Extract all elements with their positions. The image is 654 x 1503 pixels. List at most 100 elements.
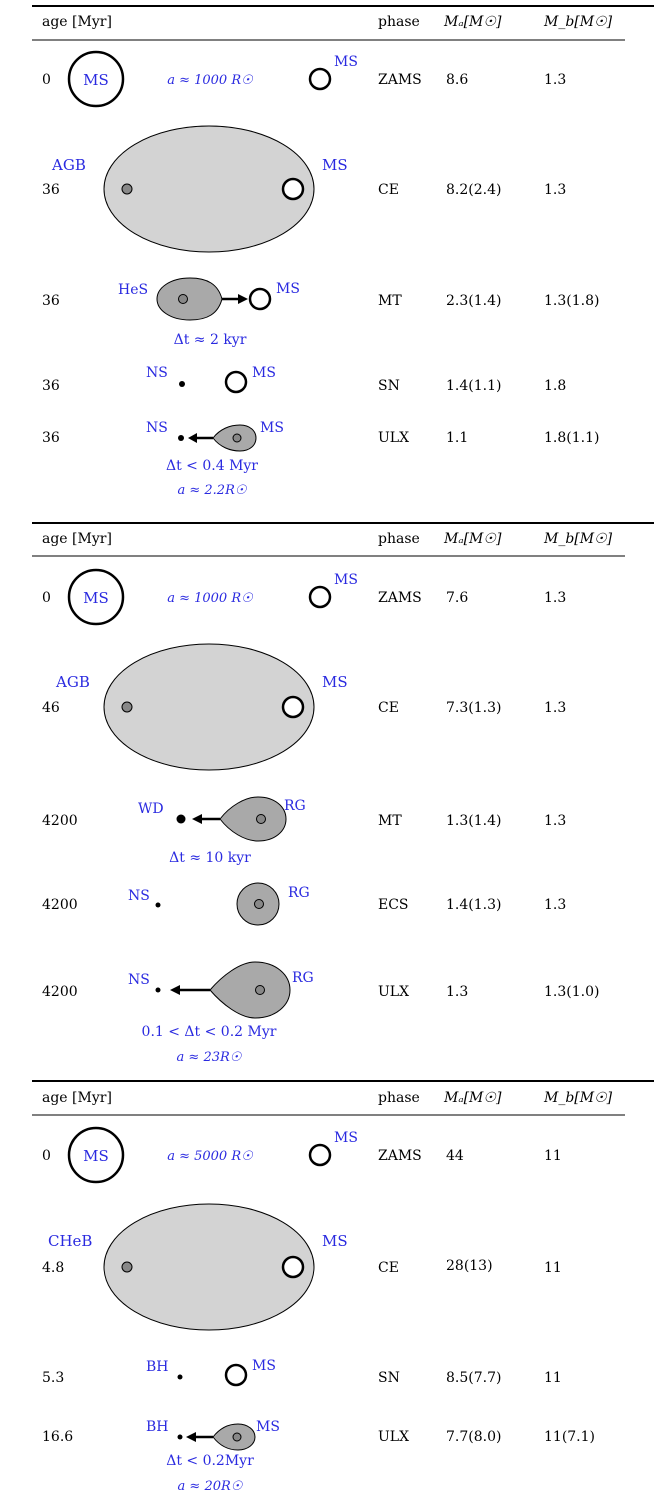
phase-cell: ZAMS	[378, 590, 422, 606]
panel-1-row-mt: 36 HeS MS Δt ≈ 2 kyr MT 2.3(1.4) 1.3(1.8…	[42, 277, 599, 348]
label-right: RG	[284, 798, 306, 814]
neutron-star	[155, 987, 161, 993]
label-right: MS	[256, 1419, 280, 1435]
label-left: NS	[128, 888, 150, 904]
separation-label: a ≈ 2.2R☉	[177, 483, 247, 498]
panel-1: age [Myr] phase Mₐ[M☉] M_b[M☉] 0 MS a ≈ …	[32, 5, 654, 498]
phase-cell: ZAMS	[378, 1148, 422, 1164]
panel-3-row-zams: 0 MS a ≈ 5000 R☉ MS ZAMS 44 11	[42, 1126, 562, 1184]
ma-cell: 8.2(2.4)	[446, 182, 501, 198]
separation-label: a ≈ 23R☉	[177, 1050, 243, 1065]
agb-core	[121, 701, 133, 713]
panel-2-header-ma: Mₐ[M☉]	[443, 531, 502, 547]
panel-1-header-age: age [Myr]	[42, 14, 112, 30]
label-left: MS	[83, 71, 109, 89]
label-right: MS	[322, 1232, 348, 1250]
panel-2-row-ce: AGB MS 46 CE 7.3(1.3) 1.3	[42, 643, 566, 771]
neutron-star	[178, 435, 184, 441]
ms-star-secondary	[308, 585, 332, 609]
phase-cell: ECS	[378, 897, 409, 913]
common-envelope	[103, 643, 315, 771]
label-right: MS	[252, 365, 276, 381]
ma-cell: 44	[446, 1148, 464, 1164]
phase-cell: CE	[378, 700, 399, 716]
arrow-head	[170, 985, 180, 995]
black-hole	[177, 1434, 183, 1440]
ms-star-accretor	[248, 287, 272, 311]
ms-star-secondary	[224, 370, 248, 394]
ma-cell: 8.6	[446, 72, 468, 88]
age-cell: 5.3	[42, 1370, 64, 1386]
ma-cell: 7.6	[446, 590, 468, 606]
mb-cell: 1.8(1.1)	[544, 430, 599, 446]
ms-core	[232, 433, 242, 443]
phase-cell: CE	[378, 1260, 399, 1276]
age-cell: 36	[42, 293, 60, 309]
hes-core	[178, 294, 188, 304]
label-left: AGB	[55, 673, 90, 691]
separation-label: a ≈ 20R☉	[178, 1479, 244, 1494]
panel-3-row-ce: CHeB MS 4.8 CE 28(13) 11	[42, 1203, 562, 1331]
phase-cell: SN	[378, 378, 400, 394]
panel-1-row-ulx: 36 NS MS Δt < 0.4 Myr a ≈ 2.2R☉ ULX 1.1 …	[42, 420, 599, 498]
ma-cell: 1.3	[446, 984, 468, 1000]
roche-lobe-donor	[219, 796, 287, 842]
phase-cell: ULX	[378, 430, 409, 446]
ma-cell: 28(13)	[446, 1258, 493, 1274]
age-cell: 4.8	[42, 1260, 64, 1276]
ma-cell: 7.3(1.3)	[446, 700, 501, 716]
age-cell: 4200	[42, 813, 78, 829]
label-right: MS	[276, 281, 300, 297]
ms-star-secondary	[281, 1255, 305, 1279]
panel-2-row-zams: 0 MS a ≈ 1000 R☉ MS ZAMS 7.6 1.3	[42, 568, 566, 626]
duration-label: 0.1 < Δt < 0.2 Myr	[142, 1024, 277, 1040]
label-left: NS	[146, 365, 168, 381]
mb-cell: 1.3	[544, 897, 566, 913]
arrow-head	[238, 294, 248, 304]
panel-2-row-mt: 4200 WD RG Δt ≈ 10 kyr MT 1.3(1.4) 1.3	[42, 796, 566, 866]
panel-3-header-age: age [Myr]	[42, 1090, 112, 1106]
label-left: CHeB	[48, 1232, 92, 1250]
phase-cell: ULX	[378, 984, 409, 1000]
panel-1-row-sn: 36 NS MS SN 1.4(1.1) 1.8	[42, 365, 566, 394]
label-left: NS	[128, 972, 150, 988]
age-cell: 46	[42, 700, 60, 716]
age-cell: 36	[42, 430, 60, 446]
label-left: NS	[146, 420, 168, 436]
common-envelope	[103, 125, 315, 253]
panel-2-header-mb: M_b[M☉]	[543, 531, 613, 547]
roche-lobe-donor	[209, 961, 291, 1019]
arrow-head	[192, 814, 202, 824]
arrow-head	[188, 433, 197, 443]
duration-label: Δt ≈ 2 kyr	[174, 332, 247, 348]
rg-core	[256, 814, 266, 824]
arrow-head	[186, 1432, 196, 1442]
panel-3-header-ma: Mₐ[M☉]	[443, 1090, 502, 1106]
mb-cell: 1.3	[544, 813, 566, 829]
mb-cell: 11(7.1)	[544, 1429, 595, 1445]
mb-cell: 1.3	[544, 72, 566, 88]
mb-cell: 1.3	[544, 700, 566, 716]
label-right: RG	[292, 970, 314, 986]
ms-star-secondary	[281, 177, 305, 201]
label-left: MS	[83, 1147, 109, 1165]
label-right: MS	[334, 572, 358, 588]
age-cell: 36	[42, 378, 60, 394]
label-left: BH	[146, 1419, 169, 1435]
label-right: MS	[260, 420, 284, 436]
separation-label: a ≈ 5000 R☉	[167, 1149, 254, 1164]
ms-star-secondary	[224, 1363, 248, 1387]
panel-1-header-ma: Mₐ[M☉]	[443, 14, 502, 30]
ms-star-primary	[67, 568, 125, 626]
panel-2-row-ulx: 4200 NS RG 0.1 < Δt < 0.2 Myr a ≈ 23R☉ U…	[42, 961, 599, 1065]
ms-star-primary	[67, 1126, 125, 1184]
ma-cell: 1.4(1.1)	[446, 378, 501, 394]
ms-star-secondary	[308, 1143, 332, 1167]
age-cell: 0	[42, 1148, 51, 1164]
ma-cell: 7.7(8.0)	[446, 1429, 501, 1445]
neutron-star	[155, 902, 161, 908]
common-envelope	[103, 1203, 315, 1331]
panel-2-header-phase: phase	[378, 531, 420, 547]
panel-2-header-age: age [Myr]	[42, 531, 112, 547]
